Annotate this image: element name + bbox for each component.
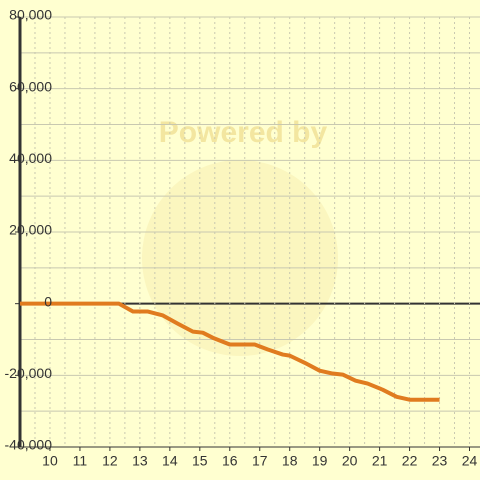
grid — [15, 16, 480, 451]
x-tick-label: 24 — [462, 453, 478, 469]
series-line — [20, 301, 440, 402]
watermark: Powered by — [159, 116, 328, 149]
x-tick-label: 16 — [222, 453, 238, 469]
x-tick-label: 11 — [73, 453, 88, 469]
y-tick-label: 60,000 — [9, 78, 52, 94]
y-tick-label: 0 — [44, 293, 52, 309]
x-tick-label: 17 — [252, 453, 268, 469]
x-tick-label: 14 — [162, 453, 178, 469]
x-tick-label: 18 — [282, 453, 298, 469]
plot — [20, 301, 440, 402]
y-tick-label: -40,000 — [5, 437, 53, 453]
watermark-logo — [142, 160, 338, 356]
y-tick-label: 40,000 — [9, 150, 52, 166]
x-tick-label: 13 — [132, 453, 148, 469]
x-tick-label: 10 — [42, 453, 58, 469]
x-tick-label: 15 — [192, 453, 208, 469]
y-tick-label: 20,000 — [9, 222, 52, 238]
y-tick-label: 80,000 — [9, 7, 52, 23]
x-tick-label: 23 — [432, 453, 448, 469]
x-tick-label: 12 — [102, 453, 118, 469]
x-tick-label: 22 — [402, 453, 418, 469]
x-tick-label: 21 — [372, 453, 388, 469]
y-tick-label: -20,000 — [5, 365, 53, 381]
x-tick-label: 19 — [312, 453, 328, 469]
x-tick-label: 20 — [342, 453, 358, 469]
